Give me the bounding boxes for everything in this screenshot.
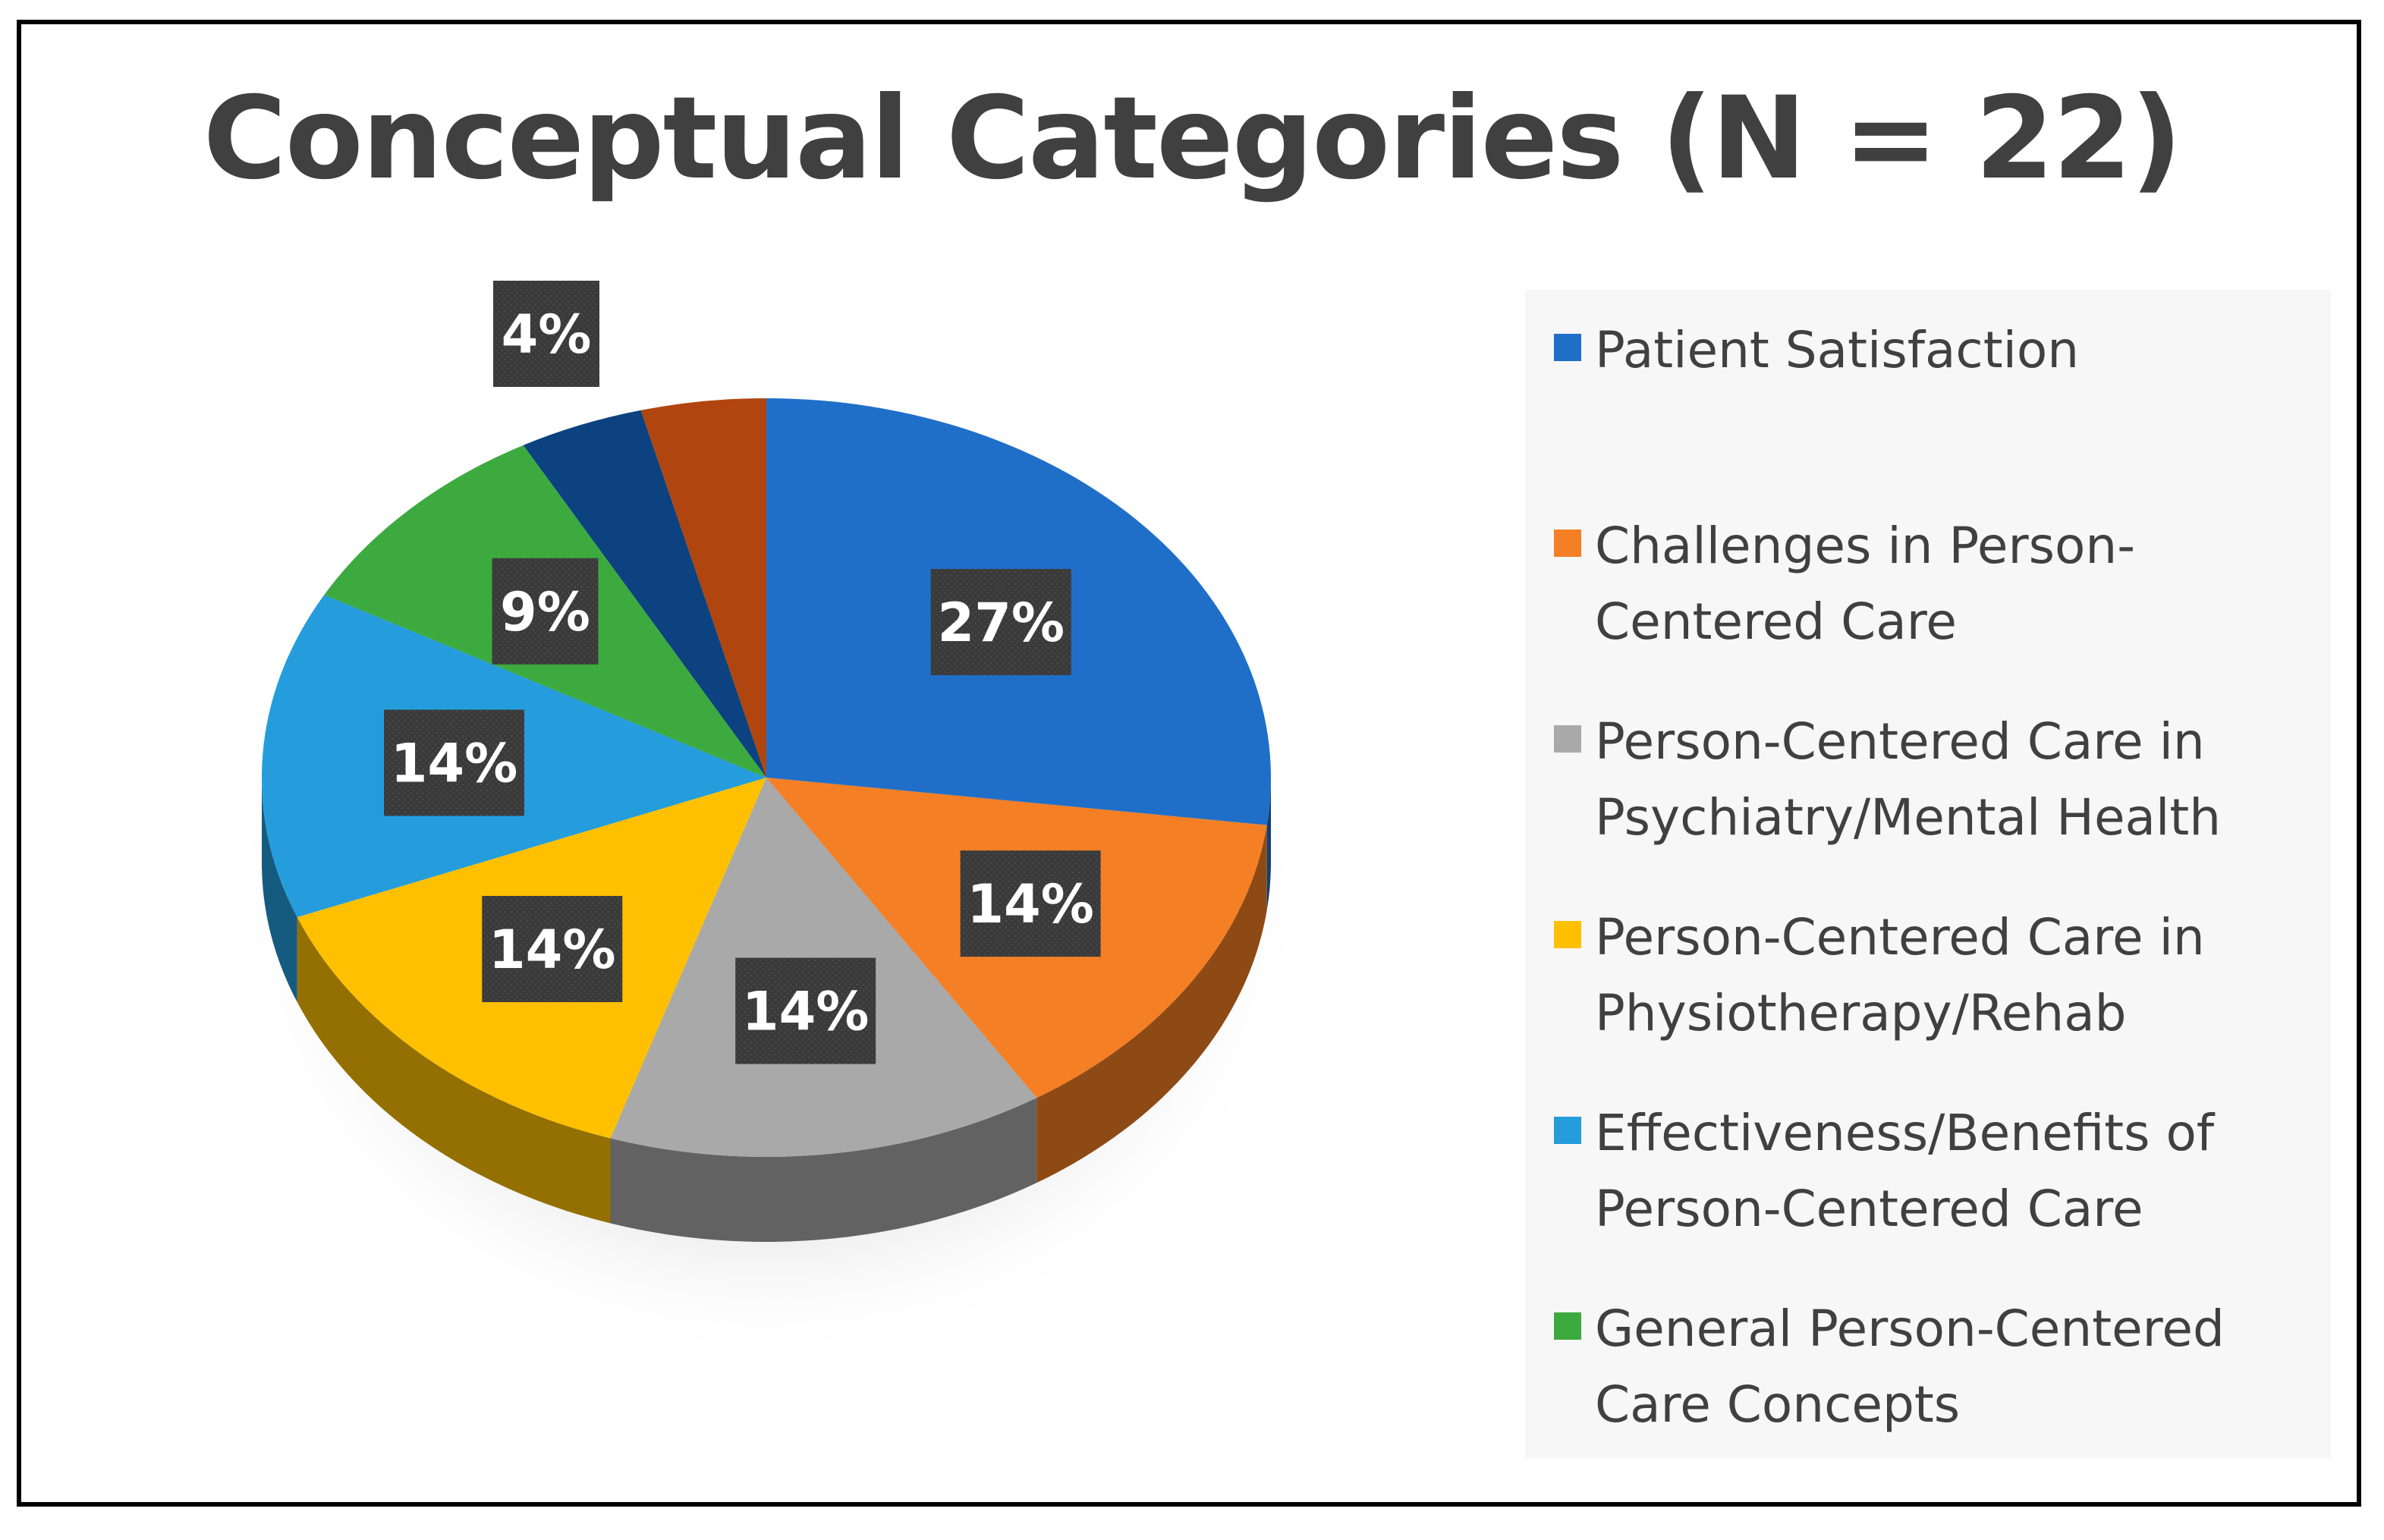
- data-label: 27%: [930, 568, 1071, 675]
- legend-swatch: [1554, 1117, 1581, 1144]
- data-label: 14%: [482, 895, 623, 1002]
- legend-swatch: [1554, 334, 1581, 361]
- pie-slice-side: [1266, 778, 1272, 910]
- data-label-text: 27%: [937, 592, 1065, 654]
- legend-item: Challenges in Person-Centered Care: [1554, 508, 2308, 704]
- data-label-text: 14%: [742, 981, 870, 1043]
- pie-slice: [523, 410, 766, 778]
- data-label-text: 4%: [502, 303, 592, 366]
- legend-item: Patient Satisfaction: [1554, 313, 2308, 508]
- legend-label: Person-Centered Care in Physiotherapy/Re…: [1595, 908, 2205, 1042]
- pie-slice-side: [610, 1098, 1037, 1242]
- legend-label: Challenges in Person-Centered Care: [1595, 517, 2136, 651]
- data-label-text: 14%: [489, 919, 616, 981]
- legend-swatch: [1554, 530, 1581, 557]
- data-label-box: [493, 281, 599, 387]
- pie-slice-side: [1036, 825, 1267, 1183]
- data-label-box: [384, 709, 525, 816]
- legend-item: Person-Centered Care in Psychiatry/Menta…: [1554, 704, 2308, 900]
- legend-item: General Person-Centered Care Concepts: [1554, 1291, 2308, 1487]
- data-label: 4%: [493, 281, 599, 387]
- data-label-text: 14%: [391, 733, 518, 795]
- legend: Patient Satisfaction Challenges in Perso…: [1525, 290, 2331, 1458]
- legend-label: Effectiveness/Benefits of Person-Centere…: [1595, 1104, 2215, 1238]
- pie-slice-side: [262, 778, 297, 1003]
- data-label: 9%: [492, 558, 599, 665]
- data-label: 14%: [735, 957, 876, 1064]
- legend-swatch: [1554, 725, 1581, 753]
- legend-item: Person-Centered Care in Physiotherapy/Re…: [1554, 900, 2308, 1095]
- data-label-text: 14%: [967, 873, 1094, 935]
- legend-swatch: [1554, 1312, 1581, 1340]
- data-label-box: [735, 957, 876, 1064]
- legend-item: Effectiveness/Benefits of Person-Centere…: [1554, 1095, 2308, 1291]
- legend-swatch: [1554, 921, 1581, 948]
- pie-slice: [640, 398, 766, 778]
- data-label: 14%: [384, 709, 525, 816]
- data-label-box: [482, 895, 623, 1002]
- chart-title: Conceptual Categories (N = 22): [203, 73, 2183, 205]
- data-label-text: 9%: [500, 581, 590, 643]
- data-label-box: [492, 558, 599, 665]
- legend-label: Person-Centered Care in Psychiatry/Menta…: [1595, 712, 2222, 847]
- legend-label: Patient Satisfaction: [1595, 321, 2080, 379]
- pie-slice-side: [297, 917, 611, 1224]
- data-label: 14%: [960, 850, 1101, 957]
- legend-label: General Person-Centered Care Concepts: [1595, 1300, 2225, 1434]
- data-label-box: [930, 568, 1071, 675]
- data-label-box: [960, 850, 1101, 957]
